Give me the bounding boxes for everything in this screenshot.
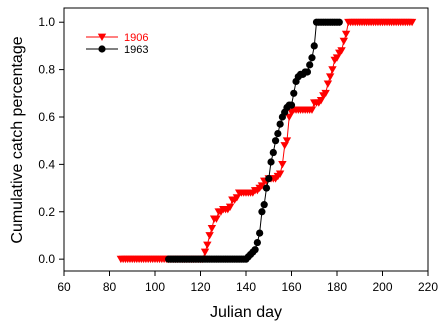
series-layer (116, 18, 417, 264)
data-point (290, 89, 298, 97)
x-tick-label: 120 (190, 280, 210, 294)
data-point (200, 248, 210, 257)
legend-marker (97, 33, 107, 41)
data-point (339, 37, 349, 46)
data-point (287, 101, 296, 109)
x-tick-label: 160 (281, 280, 301, 294)
data-point (407, 18, 417, 27)
x-tick-label: 180 (327, 280, 347, 294)
data-point (335, 18, 343, 26)
y-tick-label: 0.4 (38, 157, 55, 171)
data-point (341, 30, 351, 39)
x-tick-label: 60 (57, 280, 71, 294)
y-tick-label: 0.0 (38, 252, 55, 266)
x-axis-label: Julian day (210, 304, 282, 321)
data-point (271, 137, 280, 145)
x-tick-label: 80 (103, 280, 117, 294)
series-line (120, 21, 413, 260)
data-point (323, 80, 333, 88)
x-tick-label: 220 (418, 280, 438, 294)
data-point (278, 161, 287, 169)
data-point (321, 89, 330, 98)
data-point (258, 208, 266, 216)
data-point (203, 241, 212, 249)
y-axis: 0.0 0.2 0.4 0.6 0.8 1.0 (38, 15, 64, 266)
y-axis-label: Cumulative catch percentage (9, 36, 26, 243)
x-axis: 60 80 100 120 140 160 180 200 220 (57, 271, 438, 294)
legend-marker (98, 45, 106, 53)
x-tick-label: 100 (145, 280, 165, 294)
data-point (225, 203, 235, 212)
data-point (262, 184, 271, 192)
data-point (275, 170, 285, 178)
data-point (307, 106, 317, 114)
data-point (207, 224, 217, 233)
data-point (303, 68, 312, 76)
plot-frame (63, 7, 429, 272)
y-tick-label: 0.2 (38, 205, 55, 219)
data-point (310, 42, 318, 50)
data-point (337, 47, 346, 55)
data-point (282, 137, 292, 145)
data-point (306, 61, 314, 69)
data-point (256, 229, 264, 237)
y-tick-label: 0.6 (38, 110, 55, 124)
data-point (212, 215, 221, 223)
y-tick-label: 0.8 (38, 63, 55, 77)
data-point (308, 54, 316, 62)
y-tick-label: 1.0 (38, 15, 55, 29)
data-point (251, 246, 259, 254)
data-point (276, 120, 284, 128)
series-1963 (165, 18, 343, 263)
data-point (269, 148, 277, 157)
data-point (265, 174, 273, 183)
data-point (260, 201, 268, 209)
legend-label: 1906 (124, 32, 148, 44)
data-point (328, 66, 337, 74)
legend-label: 1963 (124, 44, 148, 56)
x-tick-label: 140 (236, 280, 256, 294)
x-tick-label: 200 (372, 280, 392, 294)
data-point (267, 158, 275, 166)
data-point (253, 238, 261, 247)
data-point (325, 73, 335, 81)
data-point (205, 232, 214, 240)
data-point (274, 129, 282, 138)
series-1906 (116, 18, 417, 264)
